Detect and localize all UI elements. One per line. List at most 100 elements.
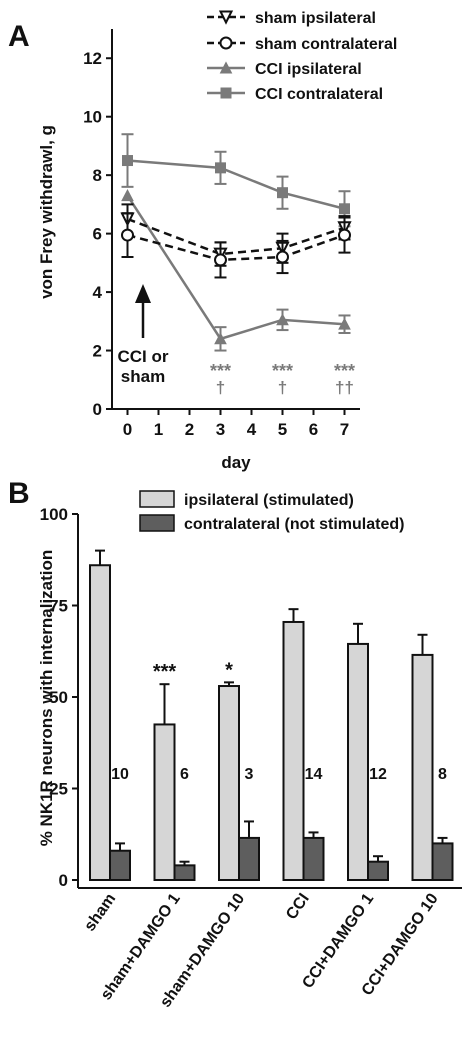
series-CCI-ipsilateral	[121, 189, 351, 352]
y-tick-label: 10	[83, 108, 102, 127]
data-point	[215, 162, 226, 174]
x-tick-label: 1	[154, 420, 163, 439]
series-line	[127, 159, 345, 210]
data-point	[339, 203, 350, 215]
legend-label: CCI contralateral	[255, 86, 383, 103]
series-line	[126, 194, 345, 341]
annotation-text: CCI or	[118, 347, 169, 366]
data-point	[276, 313, 289, 326]
legend-label: sham contralateral	[255, 36, 397, 53]
y-tick-label: 0	[93, 400, 102, 419]
panel-a-legend: sham ipsilateral sham contralateral CCI ip…	[207, 10, 397, 103]
x-tick-label: 0	[123, 420, 132, 439]
legend-marker	[219, 61, 233, 74]
x-tick-label: 5	[278, 420, 287, 439]
category-label: CCI	[283, 891, 313, 923]
bar-group: 10 sham	[81, 549, 131, 935]
y-tick-label: 100	[40, 505, 68, 524]
significance-stars: *	[225, 659, 233, 681]
panel-a-x-axis-label: day	[221, 453, 251, 472]
y-tick-label: 6	[93, 225, 102, 244]
data-point	[338, 317, 351, 330]
bar	[282, 620, 305, 881]
n-label: 3	[245, 766, 254, 783]
y-tick-label: 25	[49, 780, 68, 799]
y-tick-label: 4	[93, 283, 103, 302]
data-point	[277, 187, 288, 199]
legend-swatch	[139, 514, 175, 532]
x-tick-label: 3	[216, 420, 225, 439]
y-tick-label: 0	[59, 871, 68, 890]
data-point	[121, 228, 134, 242]
data-point	[276, 250, 289, 264]
legend-entry: sham contralateral	[207, 36, 397, 53]
significance-dagger: ††	[335, 378, 354, 397]
significance-dagger: †	[278, 378, 287, 397]
bar	[431, 842, 454, 882]
bar	[367, 860, 389, 882]
bar-group: 14 CCI	[282, 608, 325, 923]
bar	[89, 564, 111, 881]
legend-label: sham ipsilateral	[255, 10, 376, 27]
bar	[411, 653, 434, 881]
significance-stars: ***	[153, 661, 177, 683]
category-label: sham	[81, 891, 119, 935]
y-tick-label: 8	[93, 166, 102, 185]
bar-group: 12 CCI+DAMGO 1	[299, 622, 389, 992]
y-tick-label: 2	[93, 342, 102, 361]
data-point	[214, 253, 227, 267]
y-tick-label: 12	[83, 49, 102, 68]
category-label: CCI+DAMGO 1	[299, 890, 377, 991]
data-point	[214, 332, 227, 345]
legend-entry: CCI contralateral	[207, 86, 383, 103]
panel-a-y-axis-label: von Frey withdrawl, g	[37, 125, 56, 299]
panel-a-letter: A	[8, 20, 30, 53]
annotation-text: sham	[121, 367, 165, 386]
bar	[347, 642, 369, 881]
y-tick-label: 50	[49, 688, 68, 707]
legend-label: contralateral (not stimulated)	[184, 516, 404, 533]
series-CCI-contralateral	[121, 133, 351, 228]
n-label: 10	[111, 766, 129, 783]
n-label: 12	[369, 766, 387, 783]
data-point	[122, 155, 133, 167]
legend-marker	[218, 10, 234, 25]
bar	[302, 836, 325, 881]
significance-stars: ***	[272, 361, 293, 381]
x-tick-label: 6	[309, 420, 318, 439]
panel-b-legend: ipsilateral (stimulated) contralateral (n…	[139, 490, 404, 533]
series-sham-ipsilateral	[120, 203, 352, 267]
annotation-arrow-head	[135, 284, 151, 303]
significance-dagger: †	[216, 378, 225, 397]
legend-marker	[219, 36, 233, 50]
series-line	[127, 217, 345, 256]
x-tick-label: 7	[340, 420, 349, 439]
bar	[109, 849, 131, 881]
y-tick-label: 75	[49, 597, 68, 616]
legend-entry: sham ipsilateral	[207, 10, 376, 27]
bar	[153, 723, 176, 882]
x-tick-label: 4	[247, 420, 257, 439]
legend-entry: ipsilateral (stimulated)	[139, 490, 354, 509]
n-label: 6	[180, 766, 189, 783]
data-point	[121, 189, 134, 202]
data-point	[338, 228, 351, 242]
bar	[173, 864, 196, 881]
panel-b-letter: B	[8, 477, 30, 510]
n-label: 14	[305, 766, 323, 783]
legend-swatch	[139, 490, 175, 508]
significance-stars: ***	[210, 361, 231, 381]
legend-entry: CCI ipsilateral	[207, 61, 362, 78]
panel-b-y-axis-label: % NK1R neurons with internalization	[37, 550, 56, 847]
legend-entry: contralateral (not stimulated)	[139, 514, 404, 533]
legend-label: ipsilateral (stimulated)	[184, 492, 354, 509]
x-tick-label: 2	[185, 420, 194, 439]
legend-marker	[220, 87, 232, 99]
bar	[238, 836, 260, 881]
bar	[218, 685, 240, 882]
legend-label: CCI ipsilateral	[255, 61, 362, 78]
